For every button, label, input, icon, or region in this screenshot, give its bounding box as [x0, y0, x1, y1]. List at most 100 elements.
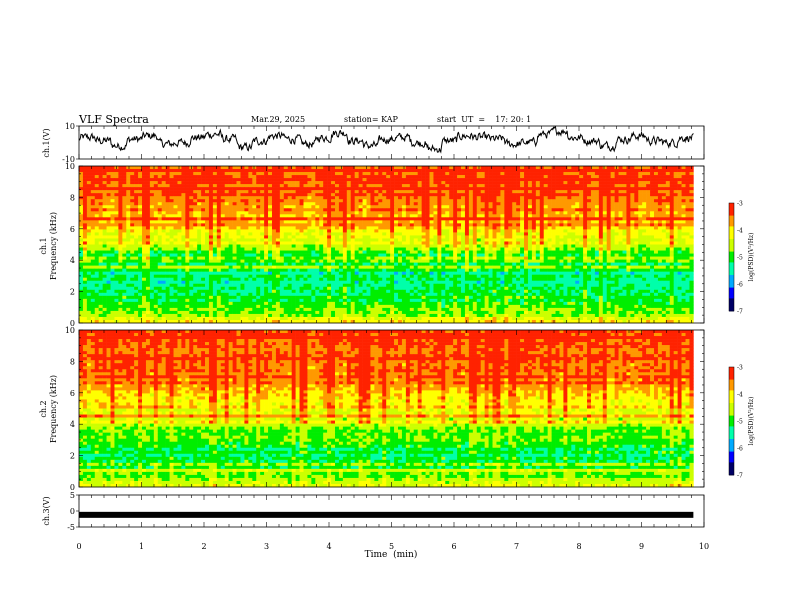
spectrogram-cell: [268, 199, 273, 203]
spectrogram-cell: [394, 235, 399, 239]
spectrogram-cell: [437, 253, 442, 257]
spectrogram-cell: [453, 211, 458, 215]
spectrogram-cell: [512, 247, 517, 251]
spectrogram-cell: [425, 178, 430, 182]
spectrogram-cell: [307, 181, 312, 185]
spectrogram-cell: [86, 220, 92, 224]
spectrogram-cell: [555, 217, 560, 221]
spectrogram-cell: [212, 253, 218, 257]
spectrogram-cell: [82, 172, 88, 176]
spectrogram-cell: [535, 250, 541, 254]
spectrogram-cell: [153, 256, 159, 260]
spectrogram-cell: [256, 220, 261, 224]
spectrogram-cell: [496, 196, 501, 200]
spectrogram-cell: [228, 175, 233, 179]
spectrogram-cell: [169, 247, 174, 251]
spectrogram-cell: [287, 184, 292, 188]
spectrogram-cell: [500, 226, 505, 230]
spectrogram-cell: [102, 256, 107, 260]
spectrogram-cell: [169, 193, 174, 197]
spectrogram-cell: [421, 256, 426, 260]
spectrogram-cell: [370, 247, 375, 251]
spectrogram-cell: [539, 178, 545, 182]
spectrogram-cell: [342, 187, 348, 191]
spectrogram-cell: [252, 232, 257, 236]
spectrogram-cell: [689, 184, 694, 188]
spectrogram-cell: [579, 184, 584, 188]
spectrogram-cell: [366, 250, 371, 254]
spectrogram-cell: [610, 205, 615, 209]
spectrogram-cell: [480, 199, 485, 203]
spectrogram-cell: [275, 208, 281, 212]
spectrogram-cell: [193, 247, 198, 251]
spectrogram-cell: [425, 169, 430, 173]
spectrogram-cell: [653, 256, 659, 260]
spectrogram-cell: [673, 217, 678, 221]
spectrogram-cell: [323, 238, 328, 242]
spectrogram-cell: [134, 178, 139, 182]
spectrogram-cell: [275, 181, 281, 185]
spectrogram-cell: [480, 232, 485, 236]
spectrogram-cell: [472, 190, 478, 194]
spectrogram-cell: [653, 166, 659, 170]
spectrogram-cell: [559, 172, 564, 176]
spectrogram-cell: [169, 181, 174, 185]
spectrogram-cell: [433, 190, 438, 194]
spectrogram-cell: [488, 178, 493, 182]
spectrogram-cell: [169, 175, 174, 179]
spectrogram-cell: [610, 190, 615, 194]
spectrogram-cell: [350, 223, 355, 227]
spectrogram-cell: [606, 172, 611, 176]
spectrogram-cell: [248, 181, 253, 185]
spectrogram-cell: [614, 235, 619, 239]
spectrogram-cell: [449, 184, 454, 188]
spectrogram-cell: [82, 193, 88, 197]
spectrogram-cell: [334, 202, 340, 206]
spectrogram-cell: [110, 223, 115, 227]
spectrogram-cell: [374, 211, 379, 215]
spectrogram-cell: [516, 247, 521, 251]
spectrogram-cell: [590, 208, 596, 212]
spectrogram-cell: [669, 184, 674, 188]
spectrogram-cell: [472, 244, 478, 248]
spectrogram-cell: [614, 226, 619, 230]
spectrogram-cell: [161, 244, 166, 248]
spectrogram-cell: [244, 196, 249, 200]
spectrogram-cell: [512, 223, 517, 227]
spectrogram-cell: [362, 256, 367, 260]
spectrogram-cell: [342, 241, 348, 245]
spectrogram-cell: [122, 232, 127, 236]
spectrogram-cell: [468, 214, 474, 218]
spectrogram-cell: [610, 223, 615, 227]
spectrogram-cell: [248, 196, 253, 200]
spectrogram-cell: [145, 238, 151, 242]
spectrogram-cell: [433, 211, 438, 215]
spectrogram-cell: [275, 253, 281, 257]
spectrogram-cell: [208, 247, 214, 251]
spectrogram-cell: [307, 220, 312, 224]
spectrogram-cell: [492, 220, 497, 224]
spectrogram-cell: [457, 208, 462, 212]
spectrogram-cell: [413, 166, 418, 170]
spectrogram-cell: [138, 202, 143, 206]
spectrogram-cell: [547, 223, 552, 227]
spectrogram-cell: [685, 217, 690, 221]
spectrogram-cell: [535, 232, 541, 236]
spectrogram-cell: [401, 226, 407, 230]
spectrogram-cell: [291, 187, 296, 191]
spectrogram-cell: [480, 187, 485, 191]
spectrogram-cell: [358, 238, 363, 242]
spectrogram-cell: [358, 241, 363, 245]
spectrogram-cell: [539, 256, 545, 260]
spectrogram-cell: [681, 169, 686, 173]
spectrogram-cell: [165, 244, 170, 248]
spectrogram-cell: [315, 244, 320, 248]
spectrogram-cell: [114, 232, 119, 236]
spectrogram-cell: [256, 199, 261, 203]
spectrogram-cell: [646, 199, 651, 203]
spectrogram-cell: [181, 256, 186, 260]
spectrogram-cell: [212, 223, 218, 227]
spectrogram-cell: [319, 223, 324, 227]
spectrogram-cell: [677, 187, 682, 191]
spectrogram-cell: [197, 250, 202, 254]
